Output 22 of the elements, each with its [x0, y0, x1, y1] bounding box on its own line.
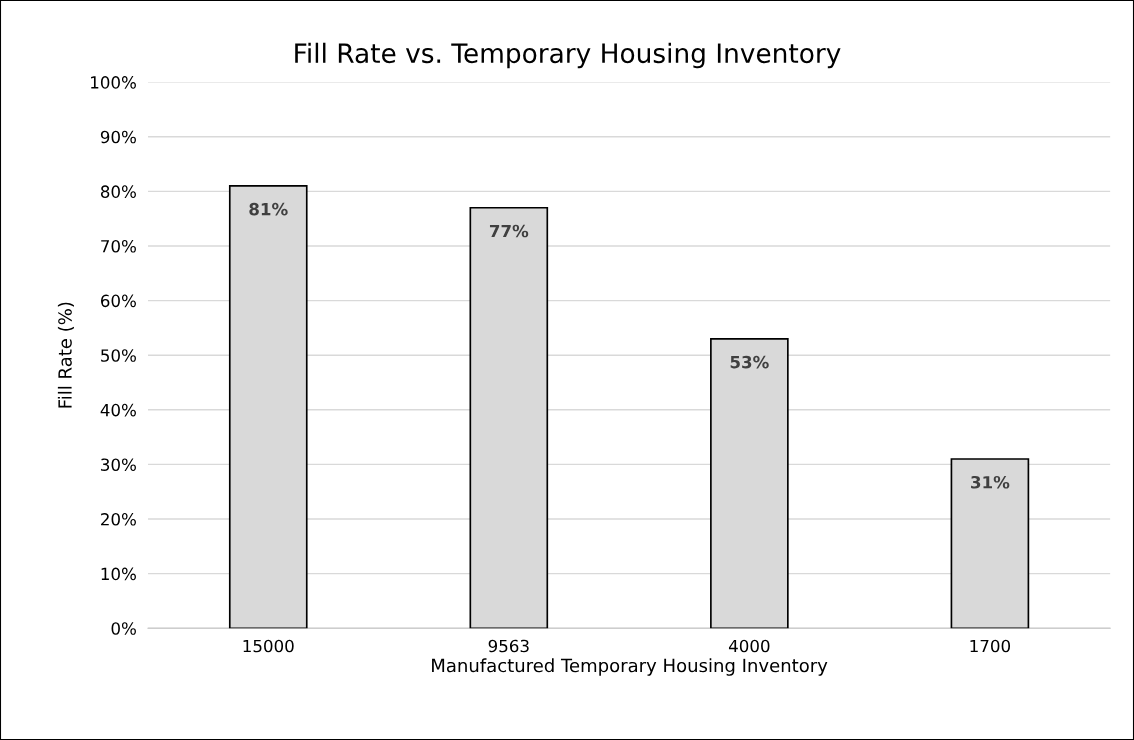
y-tick-label: 50% — [101, 349, 136, 362]
y-tick-label: 0% — [111, 622, 136, 635]
chart-title: Fill Rate vs. Temporary Housing Inventory — [295, 42, 841, 69]
x-axis-title: Manufactured Temporary Housing Inventory — [432, 658, 828, 676]
x-tick-label: 4000 — [728, 639, 770, 653]
data-label: 81% — [249, 202, 288, 216]
y-tick-label: 100% — [91, 76, 136, 89]
data-label: 31% — [971, 475, 1010, 489]
x-tick-label: 9563 — [488, 639, 529, 653]
y-tick-label: 10% — [101, 567, 136, 581]
y-axis-title: Fill Rate (%) — [57, 302, 74, 408]
y-tick-label: 70% — [101, 239, 136, 253]
x-tick-label: 15000 — [243, 639, 294, 653]
y-tick-label: 20% — [101, 513, 136, 526]
y-tick-label: 30% — [101, 458, 136, 471]
x-tick-label: 1700 — [970, 639, 1011, 653]
data-label: 53% — [730, 355, 769, 369]
data-label: 77% — [489, 224, 529, 238]
y-tick-label: 60% — [101, 294, 136, 308]
y-tick-label: 80% — [100, 185, 136, 198]
y-tick-label: 90% — [100, 130, 136, 144]
y-tick-label: 40% — [100, 403, 136, 417]
